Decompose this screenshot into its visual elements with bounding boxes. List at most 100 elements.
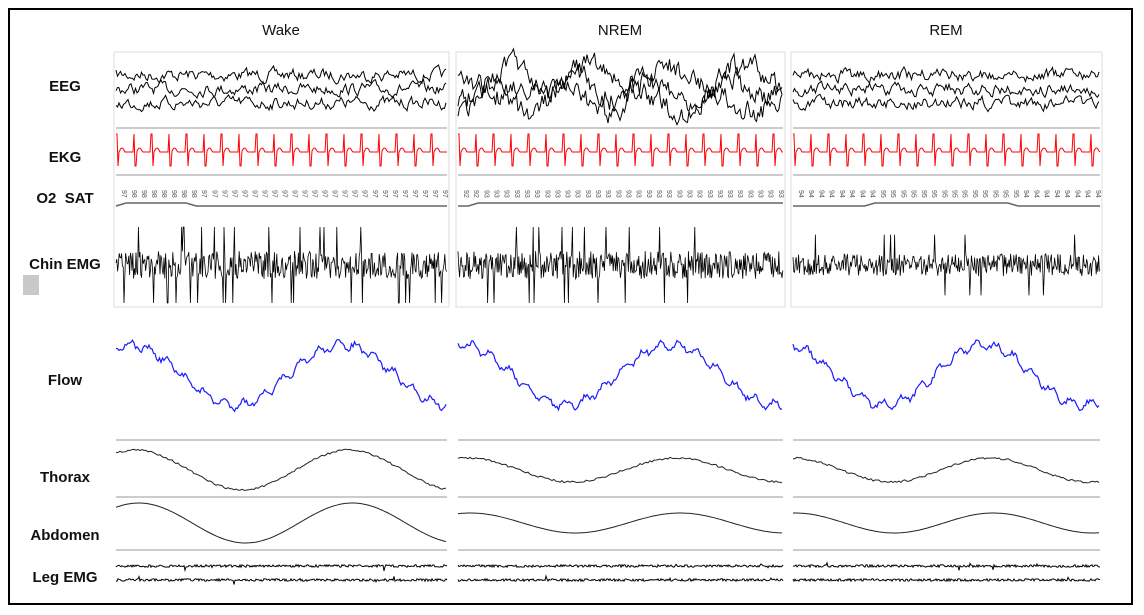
o2-sat-value: 95: [1002, 190, 1009, 198]
o2-sat-value: 95: [910, 190, 917, 198]
o2-sat-value: 98: [180, 190, 187, 198]
o2-sat-value: 93: [625, 190, 632, 198]
o2-sat-trace-wake: [115, 202, 447, 207]
panel-border-nrem: [455, 51, 786, 308]
o2-sat-value: 93: [746, 190, 753, 198]
abdomen-trace-wake: [115, 502, 447, 544]
o2-sat-value: 94: [1043, 190, 1050, 198]
flow-trace-rem: [792, 339, 1100, 412]
o2-sat-value: 95: [961, 190, 968, 198]
row-label-eeg: EEG: [49, 78, 81, 95]
o2-sat-value: 94: [1053, 190, 1060, 198]
o2-sat-value: 97: [291, 190, 298, 198]
panel-border-rem: [790, 51, 1103, 308]
o2-sat-value: 93: [574, 190, 581, 198]
o2-sat-value: 93: [675, 190, 682, 198]
o2-sat-value: 94: [817, 190, 824, 198]
o2-sat-value: 97: [421, 190, 428, 198]
row-label-leg-emg: Leg EMG: [32, 569, 98, 586]
o2-sat-value: 97: [351, 190, 358, 198]
o2-sat-value: 94: [869, 190, 876, 198]
o2-sat-value: 97: [391, 190, 398, 198]
thorax-trace-rem: [792, 456, 1100, 484]
o2-sat-value: 95: [940, 190, 947, 198]
chin-emg-trace-wake: [115, 226, 447, 304]
o2-sat-value: 94: [1063, 190, 1070, 198]
o2-sat-value: 97: [321, 190, 328, 198]
o2-sat-value: 94: [848, 190, 855, 198]
chin-emg-trace-nrem: [457, 226, 784, 304]
o2-sat-value: 97: [120, 190, 127, 198]
o2-sat-value: 92: [472, 190, 479, 198]
leg-emg-trace-wake: [115, 563, 448, 573]
o2-sat-value: 95: [899, 190, 906, 198]
eeg-trace-rem: [792, 65, 1100, 85]
abdomen-trace-rem: [793, 512, 1100, 534]
o2-sat-value: 95: [889, 190, 896, 198]
o2-sat-value: 93: [604, 190, 611, 198]
row-label-flow: Flow: [47, 372, 83, 389]
o2-sat-value: 97: [311, 190, 318, 198]
leg-emg-trace-nrem: [457, 574, 784, 583]
o2-sat-value: 98: [160, 190, 167, 198]
o2-sat-value: 93: [655, 190, 662, 198]
o2-sat-value: 93: [523, 190, 530, 198]
o2-sat-value: 93: [635, 190, 642, 198]
o2-sat-trace-nrem: [458, 202, 783, 207]
row-label-abdomen: Abdomen: [30, 527, 100, 544]
o2-sat-value: 93: [513, 190, 520, 198]
o2-sat-value: 93: [777, 190, 784, 198]
o2-sat-value: 94: [1073, 190, 1080, 198]
o2-sat-value: 93: [594, 190, 601, 198]
ekg-trace-wake: [116, 133, 447, 167]
o2-sat-value: 94: [1032, 190, 1039, 198]
o2-sat-value: 97: [441, 190, 448, 198]
o2-sat-value: 98: [170, 190, 177, 198]
o2-sat-value: 95: [981, 190, 988, 198]
column-title-rem: REM: [929, 22, 963, 39]
leg-emg-trace-rem: [792, 576, 1101, 583]
o2-sat-value: 97: [230, 190, 237, 198]
o2-sat-value: 97: [411, 190, 418, 198]
o2-sat-value: 93: [492, 190, 499, 198]
o2-sat-value: 95: [920, 190, 927, 198]
eeg-trace-rem: [792, 93, 1100, 113]
o2-sat-value: 97: [200, 190, 207, 198]
eeg-trace-rem: [792, 80, 1100, 99]
abdomen-trace-nrem: [457, 512, 783, 534]
o2-sat-value: 93: [665, 190, 672, 198]
eeg-trace-nrem: [457, 47, 783, 103]
leg-emg-trace-wake: [115, 575, 448, 585]
o2-sat-value: 97: [361, 190, 368, 198]
o2-sat-value: 97: [280, 190, 287, 198]
thorax-trace-nrem: [457, 456, 783, 484]
o2-sat-value: 97: [341, 190, 348, 198]
o2-sat-value: 97: [260, 190, 267, 198]
flow-trace-nrem: [457, 339, 783, 412]
o2-sat-value: 93: [757, 190, 764, 198]
o2-sat-value: 93: [584, 190, 591, 198]
ekg-trace-nrem: [458, 133, 783, 167]
leg-emg-trace-rem: [792, 561, 1101, 571]
o2-sat-value: 97: [431, 190, 438, 198]
o2-sat-value: 97: [210, 190, 217, 198]
o2-sat-value: 93: [533, 190, 540, 198]
o2-sat-value: 94: [828, 190, 835, 198]
o2-sat-value: 98: [130, 190, 137, 198]
o2-sat-value: 95: [879, 190, 886, 198]
o2-sat-value: 93: [553, 190, 560, 198]
thorax-trace-wake: [115, 448, 447, 491]
o2-sat-value: 93: [645, 190, 652, 198]
o2-sat-value: 95: [930, 190, 937, 198]
row-label-ekg: EKG: [48, 149, 82, 166]
o2-sat-value: 95: [1012, 190, 1019, 198]
eeg-trace-wake: [115, 64, 447, 85]
o2-sat-value: 93: [503, 190, 510, 198]
o2-sat-value: 97: [331, 190, 338, 198]
o2-sat-value: 92: [462, 190, 469, 198]
eeg-trace-nrem: [457, 64, 783, 115]
o2-sat-value: 93: [726, 190, 733, 198]
o2-sat-value: 93: [696, 190, 703, 198]
o2-sat-value: 97: [401, 190, 408, 198]
